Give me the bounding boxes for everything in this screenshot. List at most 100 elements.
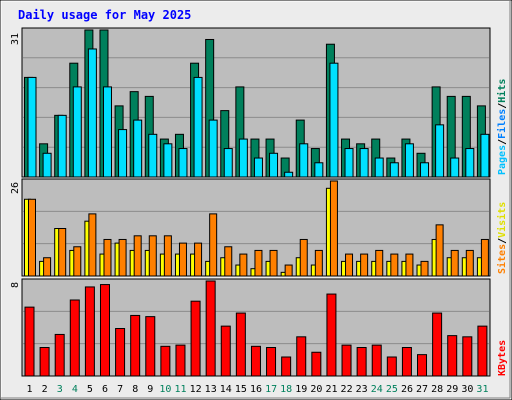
hits-panel-bars (24, 29, 490, 178)
sites-bar-day-9 (148, 235, 157, 277)
kbytes-bar-day-30 (462, 336, 473, 377)
sites-bar-day-25 (390, 253, 399, 277)
chart-title: Daily usage for May 2025 (18, 8, 191, 22)
kbytes-bar-day-29 (447, 335, 458, 377)
kbytes-bar-day-13 (205, 280, 216, 377)
visits-panel-legend: Sites/Visits (496, 202, 508, 274)
files-bar-day-5 (87, 48, 97, 178)
kbytes-bar-day-16 (250, 345, 261, 377)
kbytes-panel-bars (24, 280, 488, 377)
sites-bar-day-10 (163, 235, 172, 277)
x-axis-label-day-4: 4 (72, 384, 78, 395)
visits-panel-ymax-label: 26 (10, 182, 21, 194)
files-bar-day-7 (118, 129, 128, 178)
x-axis-label-day-18: 18 (280, 384, 292, 395)
x-axis-label-day-27: 27 (416, 384, 428, 395)
sites-bar-day-27 (420, 260, 429, 277)
legend-separator-1: / (497, 139, 508, 145)
files-bar-day-22 (344, 148, 354, 178)
files-bar-day-14 (223, 148, 233, 178)
kbytes-bar-day-9 (145, 316, 156, 377)
sites-bar-day-30 (465, 249, 474, 277)
kbytes-bar-day-3 (54, 333, 65, 377)
files-bar-day-31 (480, 133, 490, 178)
files-bar-day-6 (102, 86, 112, 178)
kbytes-panel-ymax-label: 8 (10, 282, 21, 288)
x-axis-label-day-17: 17 (265, 384, 277, 395)
legend-separator-3: / (497, 238, 508, 244)
x-axis-label-day-14: 14 (220, 384, 232, 395)
kbytes-bar-day-31 (477, 325, 488, 377)
files-bar-day-13 (208, 119, 218, 178)
files-bar-day-21 (329, 62, 339, 178)
sites-bar-day-18 (284, 264, 293, 277)
visits-panel-gridlines (23, 210, 489, 245)
x-axis-label-day-5: 5 (87, 384, 93, 395)
legend-separator-2: / (497, 103, 508, 109)
kbytes-bar-day-19 (296, 336, 307, 377)
files-bar-day-26 (404, 143, 414, 178)
x-axis-label-day-2: 2 (42, 384, 48, 395)
x-axis-label-day-6: 6 (102, 384, 108, 395)
kbytes-bar-day-6 (99, 284, 110, 377)
files-bar-day-17 (269, 152, 279, 178)
files-bar-day-19 (299, 143, 309, 178)
hits-panel-ymax-label: 31 (10, 33, 21, 45)
kbytes-bar-day-20 (311, 351, 322, 377)
kbytes-bar-day-10 (160, 345, 171, 377)
kbytes-bar-day-23 (356, 347, 367, 377)
x-axis-label-day-20: 20 (310, 384, 322, 395)
files-bar-day-12 (193, 76, 203, 178)
files-bar-day-24 (374, 157, 384, 178)
files-bar-day-2 (42, 152, 52, 178)
sites-bar-day-4 (73, 246, 82, 277)
sites-bar-day-22 (345, 253, 354, 277)
files-bar-day-25 (389, 162, 399, 178)
visits-panel-bars (24, 180, 489, 277)
x-axis-label-day-15: 15 (235, 384, 247, 395)
x-axis-label-day-30: 30 (461, 384, 473, 395)
kbytes-bar-day-17 (266, 347, 277, 377)
kbytes-bar-day-18 (281, 356, 292, 377)
kbytes-bar-day-5 (84, 286, 95, 377)
sites-bar-day-12 (194, 242, 203, 277)
kbytes-bar-day-4 (69, 299, 80, 377)
sites-bar-day-17 (269, 249, 278, 277)
kbytes-bar-day-7 (115, 328, 126, 377)
x-axis-label-day-7: 7 (117, 384, 123, 395)
legend-pages: Pages (497, 145, 508, 175)
x-axis-label-day-1: 1 (27, 384, 33, 395)
kbytes-bar-day-15 (235, 312, 246, 377)
sites-bar-day-16 (254, 249, 263, 277)
hits-panel-legend: Pages/Files/Hits (496, 79, 508, 175)
kbytes-bar-day-25 (386, 356, 397, 377)
legend-hits: Hits (496, 79, 508, 103)
sites-bar-day-23 (360, 253, 369, 277)
files-bar-day-11 (178, 148, 188, 178)
sites-bar-day-19 (299, 238, 308, 277)
sites-bar-day-29 (450, 249, 459, 277)
sites-bar-day-2 (43, 257, 52, 277)
files-bar-day-10 (163, 143, 173, 178)
files-bar-day-18 (284, 171, 294, 178)
sites-bar-day-13 (209, 213, 218, 277)
sites-bar-day-6 (103, 238, 112, 277)
kbytes-bar-day-24 (371, 344, 382, 377)
x-axis-label-day-10: 10 (159, 384, 171, 395)
kbytes-bar-day-21 (326, 293, 337, 377)
sites-bar-day-3 (58, 228, 67, 277)
files-bar-day-29 (450, 157, 460, 178)
sites-bar-day-28 (435, 224, 444, 277)
x-axis-label-day-9: 9 (147, 384, 153, 395)
x-axis-label-day-12: 12 (190, 384, 202, 395)
sites-bar-day-7 (118, 238, 127, 277)
sites-bar-day-14 (224, 246, 233, 277)
x-axis-label-day-26: 26 (401, 384, 413, 395)
legend-files: Files (496, 109, 508, 139)
files-bar-day-1 (27, 76, 37, 178)
kbytes-bar-day-8 (130, 314, 141, 377)
x-axis-label-day-22: 22 (341, 384, 353, 395)
kbytes-bar-day-12 (190, 300, 201, 377)
files-bar-day-3 (57, 114, 67, 178)
kbytes-bar-day-1 (24, 306, 35, 377)
